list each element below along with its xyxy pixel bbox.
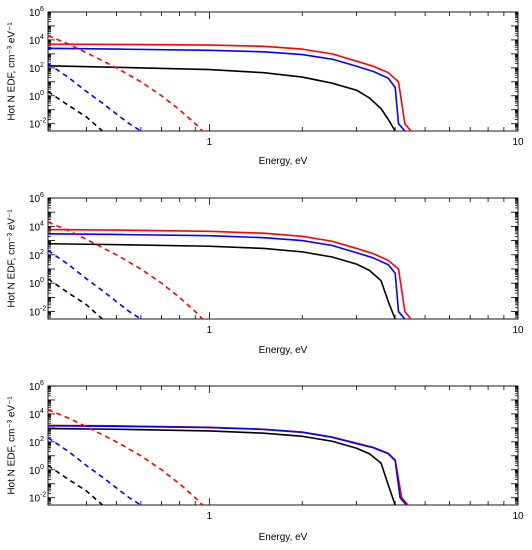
x-tick-label: 10 (512, 511, 524, 522)
y-tick-label-exponent: 0 (40, 464, 44, 471)
y-tick-label-base: 10 (29, 279, 41, 290)
series-line-1 (48, 424, 409, 505)
series-line-6 (48, 90, 103, 131)
series-line-6 (48, 278, 103, 319)
y-tick-label-exponent: 6 (40, 192, 44, 199)
y-tick-label-base: 10 (29, 64, 41, 75)
y-tick-label-exponent: 0 (40, 90, 44, 97)
y-tick-label-exponent: 2 (40, 62, 44, 69)
y-tick-label: 10 6 (29, 192, 44, 205)
y-tick-label: 10 4 (29, 220, 44, 233)
y-tick-label: 10 -2 (29, 118, 46, 131)
series-group (48, 34, 412, 131)
plot-frame (47, 11, 519, 132)
y-tick-label-exponent: -2 (40, 492, 46, 499)
series-line-1 (48, 228, 412, 319)
y-tick-label-exponent: -2 (40, 118, 46, 125)
y-tick-label-exponent: 4 (40, 34, 44, 41)
y-tick-label-base: 10 (29, 494, 41, 505)
x-tick-label: 10 (512, 325, 524, 336)
y-tick-label-base: 10 (29, 466, 41, 477)
y-tick-label: 10 2 (29, 249, 44, 262)
x-tick-label: 1 (207, 325, 213, 336)
y-axis-label: Hot N EDF, cm⁻³ eV⁻¹ (7, 396, 18, 495)
series-line-2 (48, 233, 406, 319)
y-tick-label-base: 10 (29, 36, 41, 47)
y-tick-label-exponent: 2 (40, 436, 44, 443)
series-line-4 (48, 34, 204, 131)
series-line-4 (48, 221, 204, 319)
y-tick-label-base: 10 (29, 251, 41, 262)
series-line-3 (48, 65, 396, 131)
y-tick-label-base: 10 (29, 8, 41, 19)
y-tick-label-base: 10 (29, 438, 41, 449)
series-line-2 (48, 425, 408, 505)
y-tick-label: 10 4 (29, 34, 44, 47)
y-tick-label-base: 10 (29, 382, 41, 393)
x-axis-label: Energy, eV (259, 156, 308, 167)
y-tick-label: 10 2 (29, 436, 44, 449)
y-tick-label: 10 2 (29, 62, 44, 75)
plot-frame (47, 385, 519, 506)
y-tick-label-exponent: 4 (40, 408, 44, 415)
y-tick-label-exponent: -2 (40, 306, 46, 313)
series-line-5 (48, 249, 142, 319)
series-line-6 (48, 464, 103, 505)
x-axis-label: Energy, eV (259, 532, 308, 543)
y-tick-label-base: 10 (29, 194, 41, 205)
x-axis-label: Energy, eV (259, 345, 308, 356)
y-axis-label: Hot N EDF, cm⁻³ eV⁻¹ (7, 22, 18, 121)
y-axis-label: Hot N EDF, cm⁻³ eV⁻¹ (7, 209, 18, 308)
y-tick-label-base: 10 (29, 222, 41, 233)
y-tick-label: 10 -2 (29, 306, 46, 319)
x-tick-label: 1 (207, 137, 213, 148)
series-line-4 (48, 408, 204, 505)
y-tick-label: 10 6 (29, 380, 44, 393)
y-tick-label-base: 10 (29, 308, 41, 319)
y-tick-label-exponent: 6 (40, 380, 44, 387)
series-line-2 (48, 47, 406, 131)
series-line-5 (48, 62, 142, 131)
y-tick-label-base: 10 (29, 92, 41, 103)
series-group (48, 408, 409, 505)
y-tick-label-exponent: 0 (40, 277, 44, 284)
y-tick-label: 10 0 (29, 90, 44, 103)
x-tick-label: 1 (207, 511, 213, 522)
y-tick-label-exponent: 2 (40, 249, 44, 256)
y-tick-label: 10 -2 (29, 492, 46, 505)
series-group (48, 221, 412, 319)
y-tick-label: 10 0 (29, 277, 44, 290)
y-tick-label-base: 10 (29, 410, 41, 421)
plot-frame (47, 197, 519, 320)
y-tick-label: 10 6 (29, 6, 44, 19)
y-tick-label: 10 0 (29, 464, 44, 477)
series-line-3 (48, 242, 396, 319)
y-tick-label: 10 4 (29, 408, 44, 421)
series-line-1 (48, 43, 412, 131)
x-tick-label: 10 (512, 137, 524, 148)
y-tick-label-exponent: 4 (40, 220, 44, 227)
y-tick-label-exponent: 6 (40, 6, 44, 13)
series-line-3 (48, 427, 396, 505)
series-line-5 (48, 436, 142, 505)
y-tick-label-base: 10 (29, 120, 41, 131)
